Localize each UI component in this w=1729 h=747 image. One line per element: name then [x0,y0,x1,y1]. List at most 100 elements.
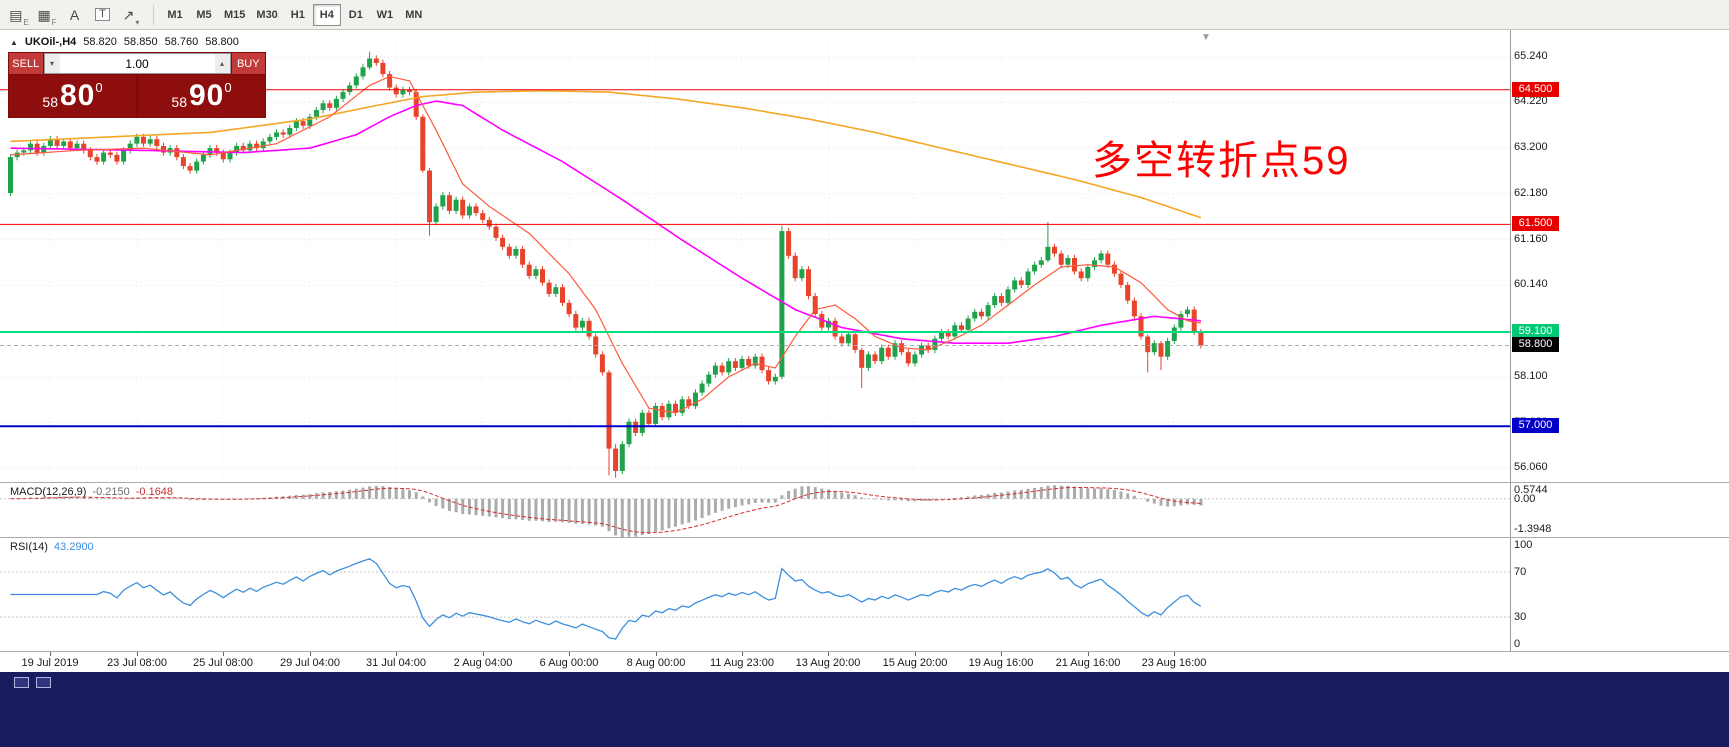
price-chart-canvas[interactable] [0,30,1510,482]
toolbar-icon-group: ▤ E ▦ F A T ↗ ▾ [6,3,146,27]
time-axis-label: 21 Aug 16:00 [1055,657,1121,669]
macd-main-value: -0.2150 [92,486,130,498]
rsi-axis-label: 0 [1514,638,1521,650]
sell-button[interactable]: SELL [9,53,43,74]
rsi-splitter[interactable] [0,537,1729,538]
macd-axis-label: 0.5744 [1514,484,1548,496]
time-axis-splitter [0,651,1729,652]
rsi-value: 43.2900 [53,541,94,553]
time-axis-tick [1174,652,1175,656]
time-axis-tick [50,652,51,656]
rsi-name: RSI(14) [10,541,48,553]
sell-price-display[interactable]: 58 80 0 [9,75,136,117]
ma-line-medium-magenta [10,100,1201,345]
chart-text-annotation[interactable]: 多空转折点59 [1092,139,1351,183]
timeframe-m1[interactable]: M1 [167,8,183,21]
timeframe-group: M1 M5 M15 M30 H1 H4 D1 W1 MN [161,3,429,26]
price-axis-label: 56.060 [1514,461,1548,473]
buy-button[interactable]: BUY [231,53,265,74]
macd-chart-canvas[interactable] [0,483,1510,537]
macd-signal-value: -0.1648 [135,486,174,498]
time-axis-label: 23 Jul 08:00 [107,657,167,669]
time-axis-label: 13 Aug 20:00 [795,657,861,669]
price-axis-label: 58.100 [1514,370,1548,382]
toolbar-separator [153,4,154,25]
text-tool-icon[interactable]: T [90,3,116,27]
macd-splitter[interactable] [0,482,1729,483]
sell-price-prefix: 58 [42,94,58,110]
macd-label: MACD(12,26,9) -0.2150 -0.1648 [10,486,173,498]
time-axis-tick [828,652,829,656]
time-axis-label: 6 Aug 00:00 [539,657,599,669]
price-tag-61.500[interactable]: 61.500 [1512,216,1559,231]
chart-title: ▲ UKOil-,H4 58.820 58.850 58.760 58.800 [10,36,239,48]
volume-decrease-icon[interactable]: ▾ [44,54,60,73]
timeframe-h1[interactable]: H1 [290,8,305,21]
indicators-group-icon[interactable]: ▦ F [37,6,57,27]
price-axis-border [1510,30,1511,652]
price-tag-57.000[interactable]: 57.000 [1512,418,1559,433]
one-click-trade-panel: SELL ▾ ▴ BUY 58 80 0 58 90 0 [8,52,266,118]
chart-shift-marker-icon[interactable]: ▼ [1201,32,1211,43]
trade-panel-toggle-icon[interactable]: ▲ [10,37,18,47]
rsi-axis-label: 70 [1514,566,1527,578]
timeframe-h4[interactable]: H4 [312,3,341,26]
volume-increase-icon[interactable]: ▴ [214,54,230,73]
ohlc-open: 58.820 [83,36,117,48]
rsi-chart-canvas[interactable] [0,538,1510,651]
time-axis-tick [483,652,484,656]
price-axis-label: 62.180 [1514,187,1548,199]
timeframe-w1[interactable]: W1 [376,8,394,21]
charts-group-icon[interactable]: ▤ E [9,6,29,27]
time-axis-tick [223,652,224,656]
time-axis-tick [137,652,138,656]
timeframe-m15[interactable]: M15 [224,8,246,21]
ma-line-fast-red [10,75,1201,414]
toolbar: ▤ E ▦ F A T ↗ ▾ M1 M5 M15 M30 H1 H4 D1 W1 MN [0,0,1729,30]
timeframe-m5[interactable]: M5 [196,8,212,21]
bottom-bar-mark [36,677,51,688]
bottom-status-bar [0,672,1729,747]
macd-axis-label: 0.00 [1514,493,1536,505]
time-axis-tick [310,652,311,656]
price-axis-label: 61.160 [1514,233,1548,245]
buy-price-pips: 90 [188,79,225,112]
timeframe-d1[interactable]: D1 [348,8,363,21]
time-axis-tick [915,652,916,656]
time-axis-label: 8 Aug 00:00 [626,657,686,669]
price-tag-58.800[interactable]: 58.800 [1512,337,1559,352]
timeframe-mn[interactable]: MN [405,8,423,21]
price-axis-label: 65.240 [1514,50,1548,62]
time-axis-tick [742,652,743,656]
price-axis-label: 57.080 [1514,416,1548,428]
time-axis-label: 2 Aug 04:00 [453,657,513,669]
symbol-period-label: UKOil-,H4 [24,36,77,48]
time-axis-tick [656,652,657,656]
ma-line-slow-orange [10,89,1202,219]
price-tag-59.100[interactable]: 59.100 [1512,324,1559,339]
time-axis-label: 25 Jul 08:00 [193,657,253,669]
macd-axis-label: -1.3948 [1514,523,1552,535]
ohlc-close: 58.800 [205,36,239,48]
bottom-bar-mark [14,677,29,688]
price-axis-label: 63.200 [1514,141,1548,153]
time-axis-label: 23 Aug 16:00 [1141,657,1207,669]
price-axis-label: 59.120 [1514,324,1548,336]
drawing-tool-icon[interactable]: ↗ ▾ [122,6,140,27]
time-axis-tick [569,652,570,656]
volume-input[interactable] [59,54,215,73]
time-axis-tick [1001,652,1002,656]
time-axis-tick [396,652,397,656]
ohlc-low: 58.760 [164,36,199,48]
rsi-axis-label: 30 [1514,611,1527,623]
time-axis-label: 19 Jul 2019 [21,657,79,669]
time-axis-tick [1088,652,1089,656]
time-axis-label: 11 Aug 23:00 [709,657,775,669]
price-tag-64.500[interactable]: 64.500 [1512,82,1559,97]
sell-price-pips: 80 [59,79,96,112]
timeframe-m30[interactable]: M30 [256,8,278,21]
font-tool-icon[interactable]: A [69,6,80,23]
ohlc-high: 58.850 [123,36,158,48]
buy-price-display[interactable]: 58 90 0 [138,75,265,117]
